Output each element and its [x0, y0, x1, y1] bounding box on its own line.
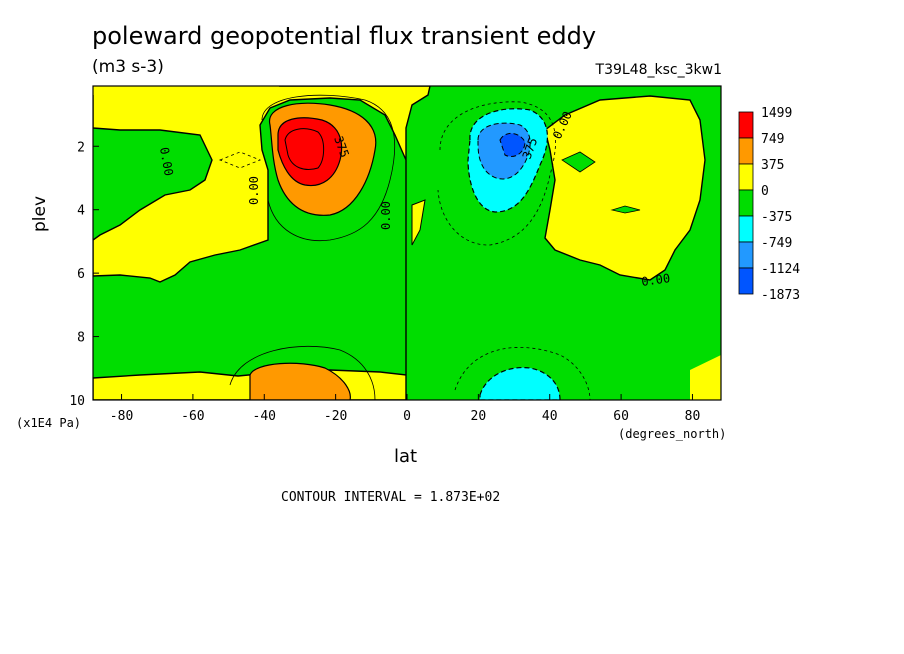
small-negative-nh — [561, 151, 596, 173]
colorbar-label: 1499 — [761, 106, 792, 121]
contour-label-1: 375 — [331, 134, 352, 159]
colorbar-swatch — [738, 267, 754, 295]
positive-region-nh — [544, 95, 706, 281]
contour-label-7: 0.00 — [640, 271, 671, 289]
chart-units: (m3 s-3) — [92, 57, 164, 77]
positive-region-top — [93, 86, 280, 100]
max-sh-lower — [249, 362, 351, 400]
x-tick-label: -80 — [110, 409, 133, 424]
x-axis-unit: (degrees_north) — [618, 427, 727, 441]
contour-187-nh — [437, 101, 556, 246]
positive-corner — [690, 355, 721, 400]
chart-title: poleward geopotential flux transient edd… — [92, 22, 597, 50]
contour-interval: CONTOUR INTERVAL = 1.873E+02 — [281, 490, 501, 505]
x-tick-label: -20 — [324, 409, 347, 424]
contour-label-3: 0.00 — [247, 176, 261, 205]
contour-label-2: 0.00 — [157, 146, 176, 177]
y-tick-label: 8 — [77, 331, 85, 346]
max-sh-lower-contour — [229, 345, 376, 400]
x-ticks: -80 -60 -40 -20 0 20 40 60 80 — [110, 394, 700, 424]
contour-label-4: 0.00 — [379, 201, 393, 230]
max-sh-inner-contour — [284, 128, 325, 170]
small-contour-sh — [218, 151, 262, 169]
min-nh-lower — [479, 366, 561, 400]
y-axis-unit: (x1E4 Pa) — [16, 416, 82, 430]
x-tick-label: 60 — [613, 409, 629, 424]
small-negative-nh-2 — [610, 205, 641, 214]
y-tick-label: 4 — [77, 204, 85, 219]
colorbar-label: -1873 — [761, 288, 800, 303]
colorbar: 1499 749 375 0 -375 -749 -1124 -1873 — [738, 106, 800, 303]
contour-label-6: 375 — [520, 136, 541, 161]
x-tick-label: 40 — [542, 409, 558, 424]
colorbar-swatch — [738, 189, 754, 217]
colorbar-label: 0 — [761, 184, 769, 199]
x-tick-label: -40 — [253, 409, 276, 424]
contour-187-sh — [261, 94, 396, 242]
min-nh-lower-contour — [454, 347, 591, 400]
colorbar-label: -749 — [761, 236, 792, 251]
max-sh-1499 — [277, 117, 343, 187]
run-label: T39L48_ksc_3kw1 — [595, 62, 722, 78]
y-tick-label: 2 — [77, 140, 85, 155]
y-ticks: 2 4 6 8 10 — [69, 140, 99, 409]
x-tick-label: -60 — [181, 409, 204, 424]
colorbar-swatch — [738, 215, 754, 243]
colorbar-swatch — [738, 241, 754, 269]
colorbar-label: 375 — [761, 158, 784, 173]
colorbar-label: 749 — [761, 132, 784, 147]
y-tick-label: 6 — [77, 267, 85, 282]
x-tick-label: 0 — [403, 409, 411, 424]
colorbar-label: -1124 — [761, 262, 800, 277]
colorbar-swatch — [738, 111, 754, 139]
colorbar-swatch — [738, 137, 754, 165]
positive-region-sh — [93, 86, 431, 400]
min-nh-1873 — [499, 133, 526, 157]
plot-area — [93, 86, 721, 400]
small-positive-nh — [411, 199, 426, 246]
x-tick-label: 80 — [685, 409, 701, 424]
x-axis-label: lat — [394, 446, 418, 467]
y-tick-label: 10 — [69, 394, 85, 409]
colorbar-label: -375 — [761, 210, 792, 225]
x-tick-label: 20 — [471, 409, 487, 424]
colorbar-swatch — [738, 163, 754, 191]
